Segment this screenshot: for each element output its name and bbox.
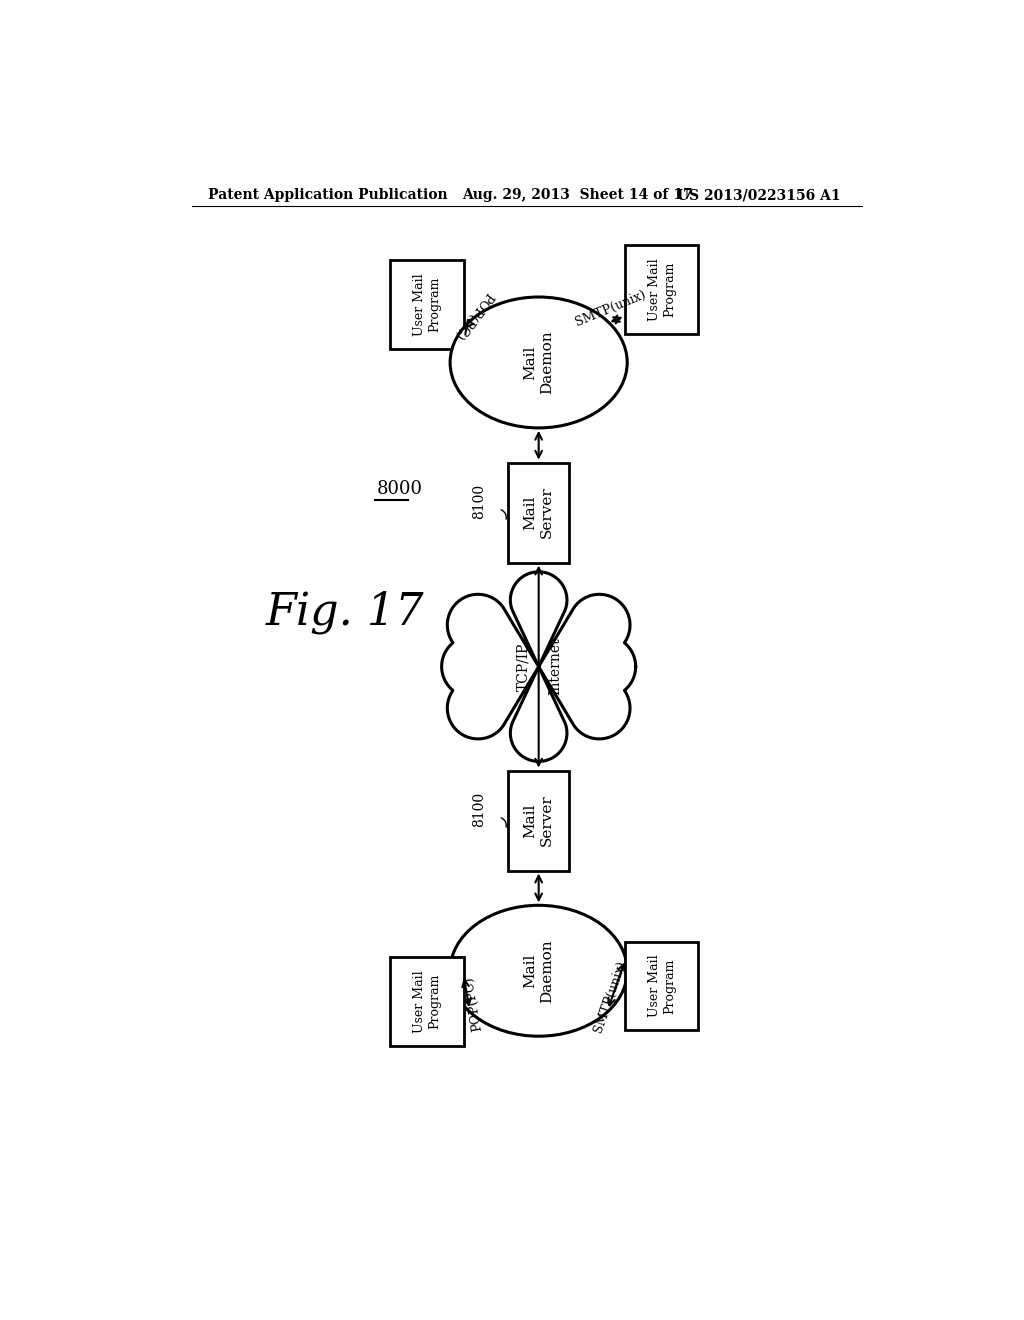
Text: 8100: 8100 — [472, 792, 486, 826]
Bar — [390, 957, 464, 1045]
Text: Fig. 17: Fig. 17 — [265, 591, 424, 635]
Ellipse shape — [451, 906, 628, 1036]
Bar — [508, 771, 569, 871]
Text: POP(PC): POP(PC) — [462, 975, 483, 1032]
Text: User Mail
Program: User Mail Program — [648, 257, 676, 321]
Bar — [626, 246, 698, 334]
Text: SMTP(unix): SMTP(unix) — [592, 958, 629, 1034]
Text: Mail
Server: Mail Server — [523, 795, 554, 846]
Ellipse shape — [451, 297, 628, 428]
Text: Aug. 29, 2013  Sheet 14 of 17: Aug. 29, 2013 Sheet 14 of 17 — [462, 189, 692, 202]
Text: User Mail
Program: User Mail Program — [413, 273, 441, 337]
Text: Patent Application Publication: Patent Application Publication — [208, 189, 447, 202]
Text: US 2013/0223156 A1: US 2013/0223156 A1 — [677, 189, 841, 202]
Text: User Mail
Program: User Mail Program — [413, 970, 441, 1032]
Text: POP(PC): POP(PC) — [451, 289, 495, 342]
Text: TCP/IP: TCP/IP — [516, 643, 530, 690]
Text: Mail
Daemon: Mail Daemon — [523, 330, 554, 395]
Text: 8000: 8000 — [377, 480, 423, 499]
Polygon shape — [441, 572, 636, 762]
Text: 8100: 8100 — [472, 483, 486, 519]
Text: Mail
Server: Mail Server — [523, 487, 554, 539]
Bar — [508, 462, 569, 562]
Text: User Mail
Program: User Mail Program — [648, 954, 676, 1018]
Bar — [390, 260, 464, 348]
Text: Mail
Daemon: Mail Daemon — [523, 939, 554, 1003]
Text: Internet: Internet — [549, 638, 562, 696]
Text: SMTP(unix): SMTP(unix) — [573, 288, 647, 329]
Bar — [626, 942, 698, 1031]
